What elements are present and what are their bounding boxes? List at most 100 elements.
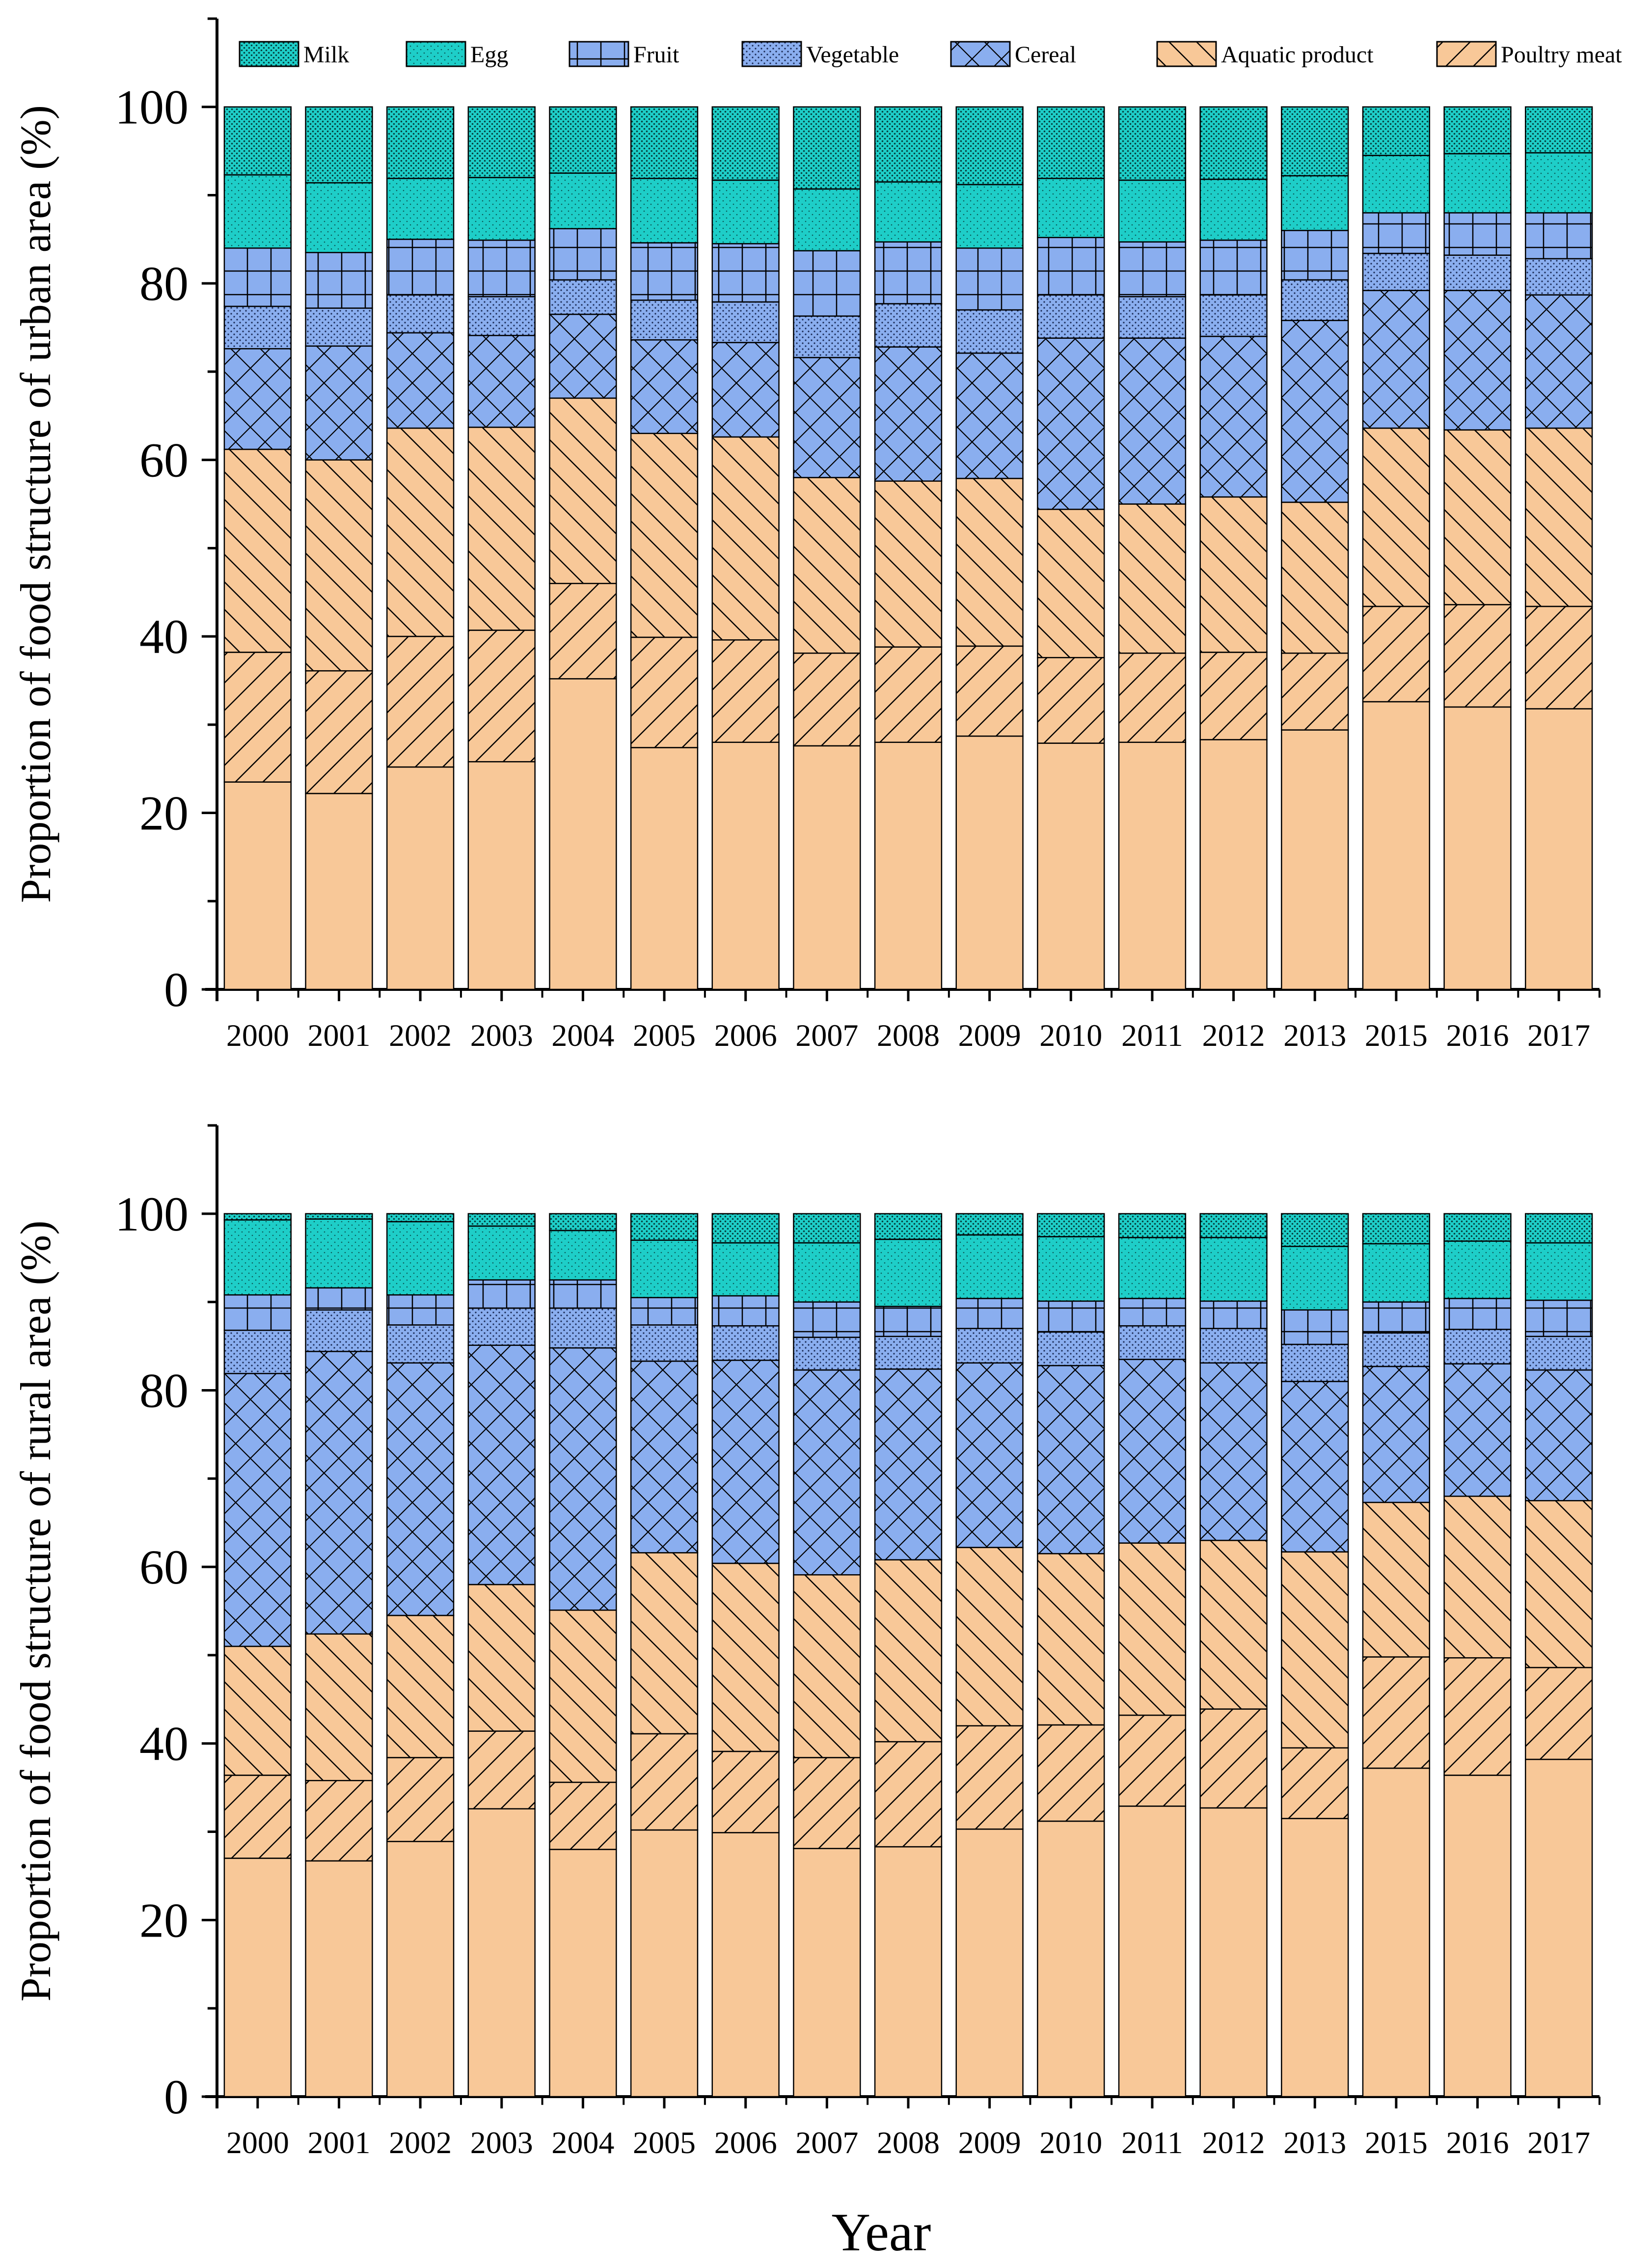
- bar-segment-egg: [630, 178, 699, 244]
- x-tick-label: 2013: [1283, 1018, 1346, 1053]
- bar-segment-vegetable: [874, 303, 943, 348]
- bar-segment-fruit: [1037, 1300, 1105, 1333]
- legend-label-fruit: Fruit: [633, 42, 679, 68]
- bar-segment-livestock-meat: [1199, 1807, 1268, 2098]
- bar-segment-milk: [223, 1213, 292, 1221]
- bar-segment-egg: [1037, 178, 1105, 238]
- x-tick-label: 2011: [1121, 1018, 1183, 1053]
- bar-segment-fruit: [793, 250, 861, 317]
- bar-segment-vegetable: [793, 1337, 861, 1371]
- bar-segment-poultry-meat: [1362, 1656, 1431, 1769]
- bar-segment-livestock-meat: [1362, 701, 1431, 990]
- bar-segment-fruit: [630, 242, 699, 301]
- bar-segment-livestock-meat: [630, 1829, 699, 2098]
- bar-segment-vegetable: [1199, 1328, 1268, 1364]
- bar-segment-cereal: [1443, 290, 1512, 431]
- bar-segment-poultry-meat: [223, 652, 292, 783]
- bar-segment-aquatic-product: [955, 478, 1024, 647]
- x-tick-label: 2017: [1527, 1018, 1590, 1053]
- bar-segment-cereal: [549, 313, 617, 399]
- bar-segment-livestock-meat: [1037, 742, 1105, 990]
- bar-segment-cereal: [1118, 337, 1187, 505]
- bar-segment-egg: [955, 184, 1024, 249]
- y-tick-label: 60: [139, 433, 189, 488]
- bar-segment-egg: [711, 1242, 780, 1297]
- bar-segment-egg: [1199, 178, 1268, 241]
- bar-segment-aquatic-product: [305, 1633, 373, 1781]
- bar-segment-milk: [1362, 106, 1431, 156]
- bar-segment-cereal: [793, 356, 861, 478]
- bar-segment-milk: [874, 1213, 943, 1240]
- x-tick-label: 2010: [1039, 1018, 1102, 1053]
- bar-segment-milk: [630, 106, 699, 179]
- bar-segment-aquatic-product: [386, 427, 455, 637]
- bar-segment-milk: [793, 106, 861, 190]
- legend-label-egg: Egg: [470, 42, 508, 68]
- bar-segment-cereal: [1443, 1363, 1512, 1497]
- bar-segment-cereal: [955, 352, 1024, 479]
- bar-segment-milk: [386, 106, 455, 179]
- bar-segment-poultry-meat: [1037, 656, 1105, 744]
- x-tick-label: 2015: [1365, 1018, 1428, 1053]
- x-tick-label: 2012: [1202, 1018, 1265, 1053]
- bar-segment-livestock-meat: [874, 741, 943, 990]
- y-tick-label: 40: [139, 609, 189, 664]
- bar-segment-poultry-meat: [1118, 652, 1187, 743]
- bar-segment-poultry-meat: [1281, 652, 1349, 731]
- bar-segment-egg: [1525, 1242, 1593, 1301]
- legend-label-cereal: Cereal: [1015, 42, 1076, 68]
- y-tick-label: 20: [139, 786, 189, 841]
- x-tick-label: 2013: [1283, 2125, 1346, 2160]
- bar-segment-poultry-meat: [1199, 652, 1268, 740]
- bar-segment-fruit: [386, 239, 455, 296]
- legend-swatch-aquatic-product: [1156, 41, 1217, 67]
- bar-segment-vegetable: [1281, 1343, 1349, 1382]
- bar-segment-milk: [1281, 1213, 1349, 1247]
- bar-segment-aquatic-product: [549, 397, 617, 584]
- bar-segment-livestock-meat: [630, 747, 699, 990]
- x-tick-label: 2001: [307, 1018, 370, 1053]
- bar-segment-cereal: [711, 1360, 780, 1564]
- bar-segment-livestock-meat: [955, 735, 1024, 990]
- bar-segment-egg: [223, 174, 292, 249]
- x-tick-label: 2003: [470, 1018, 533, 1053]
- bar-segment-aquatic-product: [467, 426, 536, 631]
- legend-label-vegetable: Vegetable: [806, 42, 899, 68]
- bar-segment-fruit: [1443, 1298, 1512, 1330]
- bar-segment-poultry-meat: [549, 583, 617, 680]
- bar-segment-vegetable: [1362, 1332, 1431, 1367]
- bar-segment-poultry-meat: [1118, 1714, 1187, 1807]
- bar-segment-milk: [1281, 106, 1349, 177]
- bar-segment-livestock-meat: [1443, 706, 1512, 990]
- y-tick-label: 40: [139, 1717, 189, 1771]
- bar-segment-livestock-meat: [793, 1848, 861, 2098]
- bar-segment-milk: [1037, 1213, 1105, 1237]
- bar-segment-livestock-meat: [1118, 1805, 1187, 2098]
- y-tick-label: 80: [139, 1363, 189, 1418]
- bar-segment-fruit: [223, 1294, 292, 1331]
- bar-segment-livestock-meat: [467, 761, 536, 990]
- x-tick-label: 2005: [633, 1018, 696, 1053]
- legend-swatch-milk: [239, 41, 299, 67]
- x-tick-label: 2004: [551, 2125, 614, 2160]
- bar-segment-fruit: [874, 241, 943, 304]
- bar-segment-egg: [1118, 179, 1187, 243]
- bar-segment-egg: [874, 181, 943, 243]
- bar-segment-milk: [955, 1213, 1024, 1236]
- bar-segment-vegetable: [1525, 258, 1593, 296]
- x-tick-label: 2002: [389, 1018, 452, 1053]
- bar-segment-fruit: [955, 247, 1024, 311]
- bar-segment-cereal: [1037, 1365, 1105, 1555]
- bar-segment-milk: [1443, 106, 1512, 155]
- bar-segment-fruit: [1443, 212, 1512, 256]
- bar-segment-livestock-meat: [955, 1828, 1024, 2098]
- x-tick-label: 2007: [795, 2125, 858, 2160]
- bar-segment-aquatic-product: [1443, 429, 1512, 605]
- legend-label-poultry-meat: Poultry meat: [1501, 42, 1622, 68]
- bar-segment-fruit: [1362, 212, 1431, 254]
- bar-segment-poultry-meat: [711, 639, 780, 743]
- bar-segment-livestock-meat: [386, 1841, 455, 2098]
- x-tick-label: 2011: [1121, 2125, 1183, 2160]
- bar-segment-egg: [549, 1230, 617, 1281]
- y-axis-label: Proportion of food structure of urban ar…: [12, 105, 60, 903]
